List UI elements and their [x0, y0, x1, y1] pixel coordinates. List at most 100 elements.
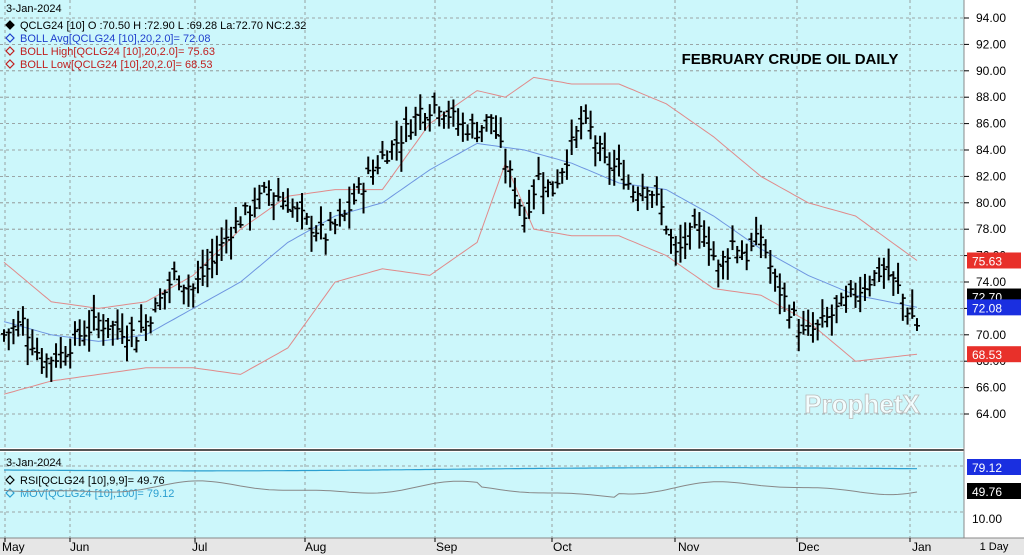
- price-legend-entry: BOLL Low[QCLG24 [10],20,2.0]= 68.53: [5, 59, 213, 71]
- ohlc-bar: [218, 227, 225, 261]
- ohlc-bar: [563, 149, 570, 180]
- ohlc-bar: [554, 169, 561, 189]
- timeframe-button[interactable]: 1 Day: [980, 541, 1009, 553]
- ohlc-bar: [341, 209, 348, 222]
- ohlc-bar: [384, 150, 391, 164]
- x-tick-label: Jan: [912, 540, 931, 554]
- ohlc-bar: [767, 250, 774, 284]
- y-tick-label: 92.00: [976, 37, 1006, 51]
- price-panel-background: [0, 0, 964, 448]
- ohlc-bar: [511, 177, 518, 209]
- ohlc-bar: [535, 156, 542, 181]
- x-tick-label: May: [2, 540, 25, 554]
- y-tick-label: 82.00: [976, 169, 1006, 183]
- ohlc-bar: [407, 119, 414, 140]
- ohlc-bar: [838, 292, 845, 307]
- ohlc-bar: [228, 226, 235, 260]
- ohlc-bar: [772, 268, 779, 292]
- ohlc-bar: [611, 149, 618, 186]
- ohlc-bar: [256, 184, 263, 210]
- ohlc-bar: [658, 188, 665, 226]
- ohlc-bar: [634, 186, 641, 212]
- ohlc-bar: [161, 289, 168, 310]
- ohlc-bar: [5, 328, 12, 351]
- ohlc-bar: [128, 316, 135, 348]
- watermark-logo: ProphetX: [804, 389, 920, 419]
- y-tick-label: 64.00: [976, 407, 1006, 421]
- ohlc-bar: [724, 248, 731, 280]
- ohlc-bar: [805, 309, 812, 336]
- ohlc-bar: [308, 215, 315, 252]
- ohlc-bar: [90, 294, 97, 331]
- rsi-legend-entry: MOV[QCLG24 [10],100]= 79.12: [5, 488, 174, 500]
- ohlc-bar: [748, 232, 755, 252]
- ohlc-bar: [828, 304, 835, 336]
- price-legend-text: BOLL Avg[QCLG24 [10],20,2.0]= 72.08: [20, 33, 211, 45]
- rsi-marker-box: [967, 459, 1021, 475]
- ohlc-bar: [15, 310, 22, 337]
- ohlc-bar: [909, 289, 916, 319]
- ohlc-bar: [852, 282, 859, 308]
- ohlc-bar: [43, 353, 50, 378]
- ohlc-bar: [895, 262, 902, 294]
- ohlc-bar: [710, 241, 717, 261]
- ohlc-bar: [336, 198, 343, 227]
- ohlc-bar: [549, 181, 556, 197]
- ohlc-bar: [478, 125, 485, 143]
- diamond-outline-icon: [5, 488, 15, 498]
- ohlc-bar: [464, 124, 471, 141]
- ohlc-bar: [379, 140, 386, 160]
- ohlc-bar: [729, 225, 736, 251]
- x-tick-label: Oct: [553, 540, 572, 554]
- ohlc-bar: [436, 106, 443, 127]
- price-date-label: 3-Jan-2024: [6, 3, 62, 15]
- y-tick-label: 84.00: [976, 143, 1006, 157]
- price-marker-label: 72.08: [972, 301, 1002, 315]
- ohlc-bar: [100, 314, 107, 346]
- diamond-outline-icon: [5, 46, 15, 56]
- ohlc-bar: [876, 257, 883, 282]
- rsi-gridlines: [0, 452, 964, 538]
- price-marker-label: 75.63: [972, 254, 1002, 268]
- ohlc-bar: [914, 318, 920, 331]
- ohlc-bar: [866, 275, 873, 297]
- ohlc-bar: [630, 185, 637, 203]
- ohlc-bar: [303, 212, 310, 225]
- ohlc-bar: [833, 295, 840, 324]
- ohlc-bar: [393, 120, 400, 161]
- ohlc-bar: [351, 183, 358, 205]
- ohlc-bar: [426, 104, 433, 132]
- x-tick-label: Jun: [70, 540, 89, 554]
- y-axis-background: [964, 0, 1024, 538]
- ohlc-bar: [374, 155, 381, 175]
- price-marker: 72.08: [967, 299, 1021, 316]
- ohlc-bar: [109, 320, 116, 346]
- ohlc-bar: [625, 174, 632, 190]
- ohlc-bar: [265, 180, 272, 206]
- ohlc-bar: [53, 343, 60, 368]
- ohlc-bar: [639, 173, 646, 202]
- ohlc-bar: [578, 106, 585, 140]
- rsi-marker-label: 49.76: [972, 485, 1002, 499]
- x-tick-label: Nov: [678, 540, 699, 554]
- ohlc-bar: [795, 318, 802, 352]
- ohlc-bar: [597, 135, 604, 162]
- ohlc-bar: [242, 202, 249, 216]
- ohlc-bar: [38, 348, 45, 374]
- rsi-date-label: 3-Jan-2024: [6, 457, 62, 469]
- ohlc-bar: [199, 249, 206, 286]
- price-legend: QCLG24 [10] O :70.50 H :72.90 L :69.28 L…: [5, 20, 306, 71]
- ohlc-bar: [847, 280, 854, 298]
- rsi-line: [3, 480, 918, 498]
- ohlc-bar: [76, 319, 83, 347]
- ohlc-bar: [582, 104, 589, 124]
- x-tick-label: Sep: [436, 540, 458, 554]
- ohlc-bar: [663, 225, 670, 235]
- ohlc-bar: [445, 100, 452, 129]
- ohlc-bar: [209, 238, 216, 279]
- ohlc-bar: [691, 208, 698, 229]
- rsi-marker: 79.12: [967, 459, 1021, 475]
- price-marker: 75.63: [967, 252, 1021, 269]
- ohlc-bar: [545, 179, 552, 198]
